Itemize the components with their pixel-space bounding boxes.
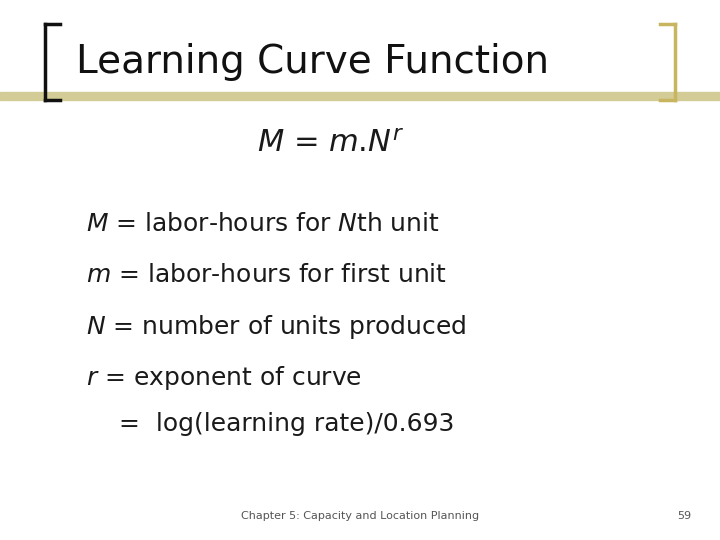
Text: $\mathit{M}$ = $\mathit{m}$.$\mathit{N^r}$: $\mathit{M}$ = $\mathit{m}$.$\mathit{N^r… — [258, 129, 405, 158]
Text: 59: 59 — [677, 511, 691, 521]
Text: Learning Curve Function: Learning Curve Function — [76, 43, 549, 81]
Text: Chapter 5: Capacity and Location Planning: Chapter 5: Capacity and Location Plannin… — [241, 511, 479, 521]
Text: =  log(learning rate)/0.693: = log(learning rate)/0.693 — [119, 412, 454, 436]
Text: $\mathit{r}$ = exponent of curve: $\mathit{r}$ = exponent of curve — [86, 364, 362, 392]
Text: $\mathit{m}$ = labor-hours for first unit: $\mathit{m}$ = labor-hours for first uni… — [86, 264, 447, 287]
Text: $\mathit{N}$ = number of units produced: $\mathit{N}$ = number of units produced — [86, 313, 467, 341]
Bar — [0, 92, 720, 100]
Text: $\mathit{M}$ = labor-hours for $\mathit{N}$th unit: $\mathit{M}$ = labor-hours for $\mathit{… — [86, 212, 440, 236]
